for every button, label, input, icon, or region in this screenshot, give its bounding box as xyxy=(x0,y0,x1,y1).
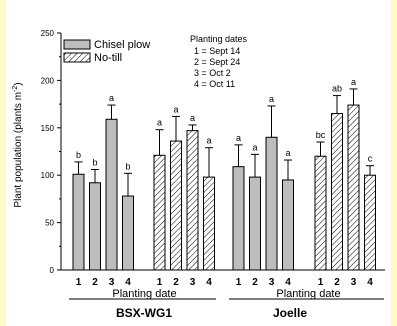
x-tick-label: 4 xyxy=(285,277,291,288)
y-axis-label-sup: -2 xyxy=(12,86,19,92)
x-tick-label: 4 xyxy=(125,277,131,288)
significance-letter: bc xyxy=(316,130,326,140)
x-tick-label: 3 xyxy=(269,277,275,288)
x-tick-label: 3 xyxy=(190,277,196,288)
significance-letter: a xyxy=(173,104,178,114)
significance-letter: ab xyxy=(332,84,342,94)
group-label-joelle: Joelle xyxy=(273,306,307,320)
x-tick-label: 1 xyxy=(236,277,242,288)
x-tick-label: 3 xyxy=(109,277,115,288)
planting-date-3: 3 = Oct 2 xyxy=(194,68,231,78)
bar-joelle-notill-4 xyxy=(364,174,376,271)
planting-dates-note: Planting dates 1 = Sept 14 2 = Sept 24 3… xyxy=(190,34,248,89)
bar-bsx-wg1-chisel-3 xyxy=(105,118,118,271)
bar-joelle-chisel-2 xyxy=(249,176,261,271)
y-tick-label: 200 xyxy=(41,76,55,85)
x-tick-label: 2 xyxy=(173,277,179,288)
x-tick-label: 3 xyxy=(351,277,357,288)
significance-letter: a xyxy=(190,113,195,123)
significance-letter: c xyxy=(368,154,373,164)
x-tick-label: 1 xyxy=(76,277,82,288)
bar-bsx-wg1-chisel-1 xyxy=(72,173,85,271)
y-axis-label: Plant population (plants m-2) xyxy=(12,82,24,207)
planting-date-label: Planting date xyxy=(276,288,340,300)
x-tick-label: 1 xyxy=(318,277,324,288)
y-axis-label-close: ) xyxy=(13,82,24,85)
bar-bsx-wg1-chisel-2 xyxy=(89,182,101,271)
x-tick-label: 2 xyxy=(252,277,258,288)
planting-dates-title: Planting dates xyxy=(190,34,248,44)
bar-joelle-chisel-3 xyxy=(265,136,278,271)
bar-joelle-chisel-1 xyxy=(232,166,245,271)
x-tick-label: 4 xyxy=(206,277,212,288)
y-tick-label: 0 xyxy=(50,266,55,275)
bar-bsx-wg1-notill-1 xyxy=(153,154,166,271)
significance-letter: a xyxy=(236,133,241,143)
bar-joelle-notill-2 xyxy=(331,113,343,271)
significance-letter: a xyxy=(351,77,356,87)
legend-swatch-chisel xyxy=(63,39,91,50)
y-tick-label: 150 xyxy=(41,124,55,133)
x-tick-label: 2 xyxy=(92,277,98,288)
y-tick-label: 50 xyxy=(45,219,54,228)
significance-letter: b xyxy=(92,158,97,168)
significance-letter: a xyxy=(109,93,114,103)
bar-joelle-chisel-4 xyxy=(282,179,294,271)
significance-letter: b xyxy=(125,161,130,171)
x-tick-label: 1 xyxy=(157,277,163,288)
significance-letter: a xyxy=(285,148,290,158)
significance-letter: a xyxy=(206,136,211,146)
bar-bsx-wg1-notill-4 xyxy=(203,176,215,271)
significance-letter: a xyxy=(157,118,162,128)
significance-letter: a xyxy=(269,94,274,104)
planting-date-4: 4 = Oct 11 xyxy=(194,79,235,89)
bar-joelle-notill-3 xyxy=(347,104,360,271)
bar-bsx-wg1-chisel-4 xyxy=(122,195,134,271)
legend-swatch-notill xyxy=(63,52,91,63)
x-tick-label: 2 xyxy=(334,277,340,288)
planting-date-2: 2 = Sept 24 xyxy=(194,57,240,67)
planting-date-label: Planting date xyxy=(112,288,176,300)
group-label-bsx-wg1: BSX-WG1 xyxy=(116,306,172,320)
y-tick-label: 250 xyxy=(41,29,55,38)
bar-bsx-wg1-notill-2 xyxy=(170,140,182,271)
legend-label-chisel: Chisel plow xyxy=(94,39,150,51)
x-tick-label: 4 xyxy=(367,277,373,288)
legend-label-notill: No-till xyxy=(94,52,122,64)
y-tick-label: 100 xyxy=(41,171,55,180)
bar-bsx-wg1-notill-3 xyxy=(186,130,199,271)
significance-letter: b xyxy=(76,150,81,160)
planting-date-1: 1 = Sept 14 xyxy=(194,46,240,56)
significance-letter: a xyxy=(252,142,257,152)
legend: Chisel plow No-till xyxy=(63,39,150,64)
bar-joelle-notill-1 xyxy=(314,155,327,271)
